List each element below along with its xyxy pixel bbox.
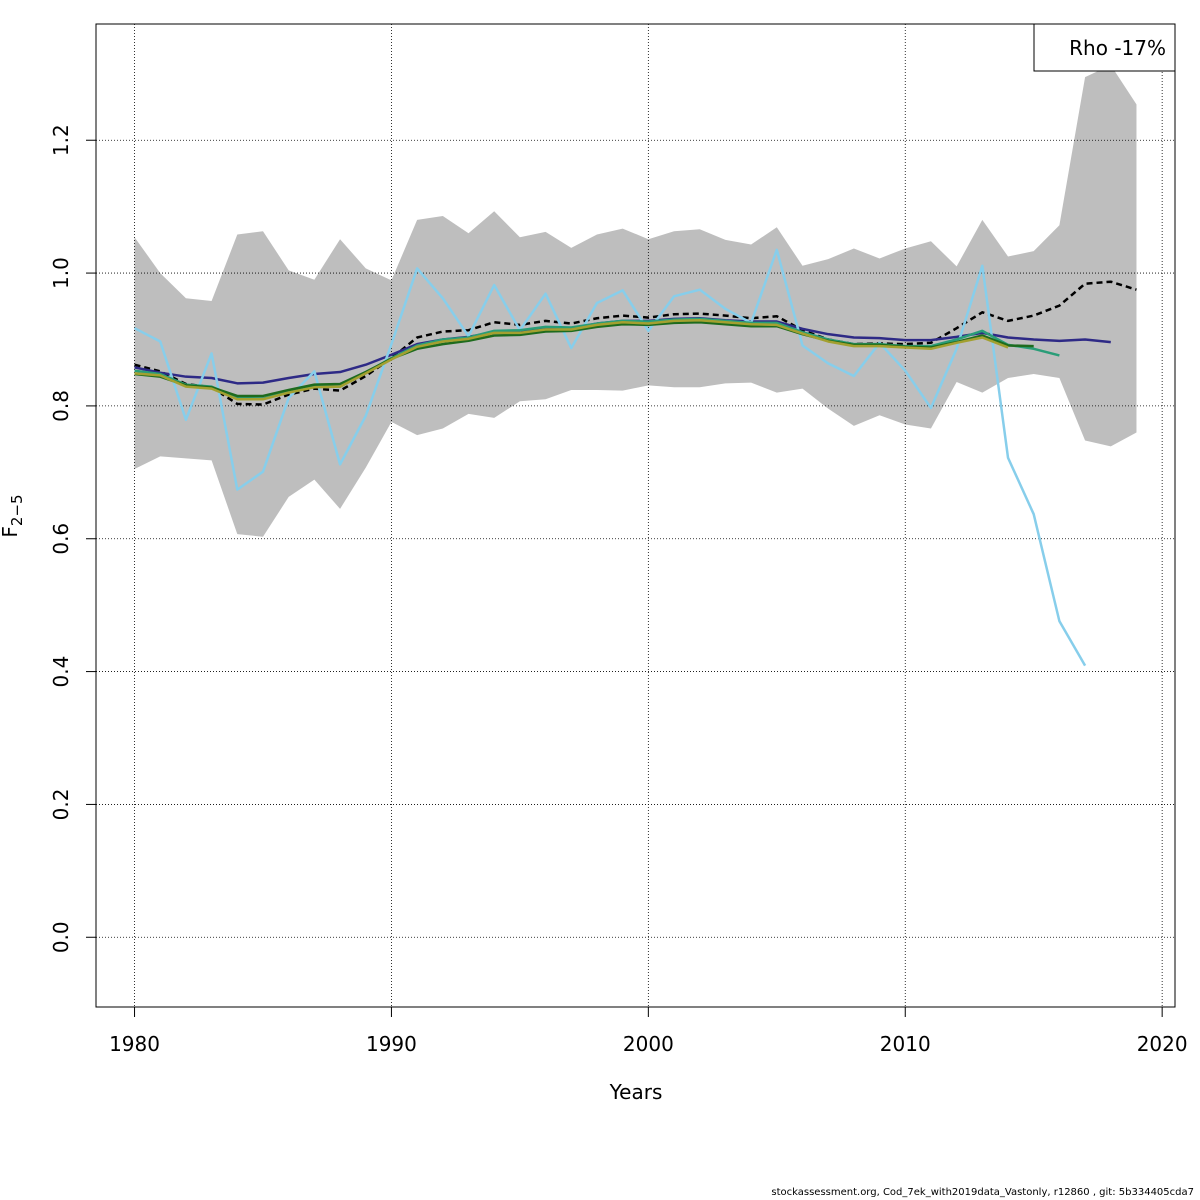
- footer-caption: stockassessment.org, Cod_7ek_with2019dat…: [771, 1187, 1194, 1198]
- y-tick-label: 0.6: [49, 523, 73, 555]
- series-line-final: [134, 280, 1137, 406]
- y-tick-label: 1.2: [49, 124, 73, 156]
- confidence-band: [134, 65, 1137, 537]
- x-tick-label: 2010: [880, 1032, 931, 1056]
- y-tick-label: 0.2: [49, 789, 73, 821]
- x-tick-label: 1990: [366, 1032, 417, 1056]
- y-axis-title-sub: 2−5: [8, 494, 26, 526]
- y-axis-title: F2−5: [0, 494, 26, 537]
- confidence-band-layer: [134, 65, 1137, 537]
- series-line-peel-5: [134, 318, 1009, 401]
- y-tick-label: 1.0: [49, 257, 73, 289]
- series-line-peel-2: [133, 248, 1087, 667]
- grid-layer: [96, 24, 1175, 1007]
- x-axis-title: Years: [609, 1080, 663, 1104]
- axis-layer: 1980 1990 2000 2010 2020 0.0 0.2 0.4 0.6 0.8 1.0 1.…: [49, 124, 1188, 1056]
- legend-text: Rho -17%: [1069, 36, 1166, 60]
- x-tick-label: 2000: [623, 1032, 674, 1056]
- legend-box: [1033, 23, 1176, 72]
- x-tick-label: 1980: [109, 1032, 160, 1056]
- series-layer: [133, 248, 1137, 667]
- y-tick-label: 0.8: [49, 390, 73, 422]
- y-tick-label: 0.4: [49, 656, 73, 688]
- x-tick-label: 2020: [1137, 1032, 1188, 1056]
- legend: Rho -17%: [1033, 23, 1176, 72]
- y-axis-title-main: F: [0, 526, 22, 538]
- y-tick-label: 0.0: [49, 921, 73, 953]
